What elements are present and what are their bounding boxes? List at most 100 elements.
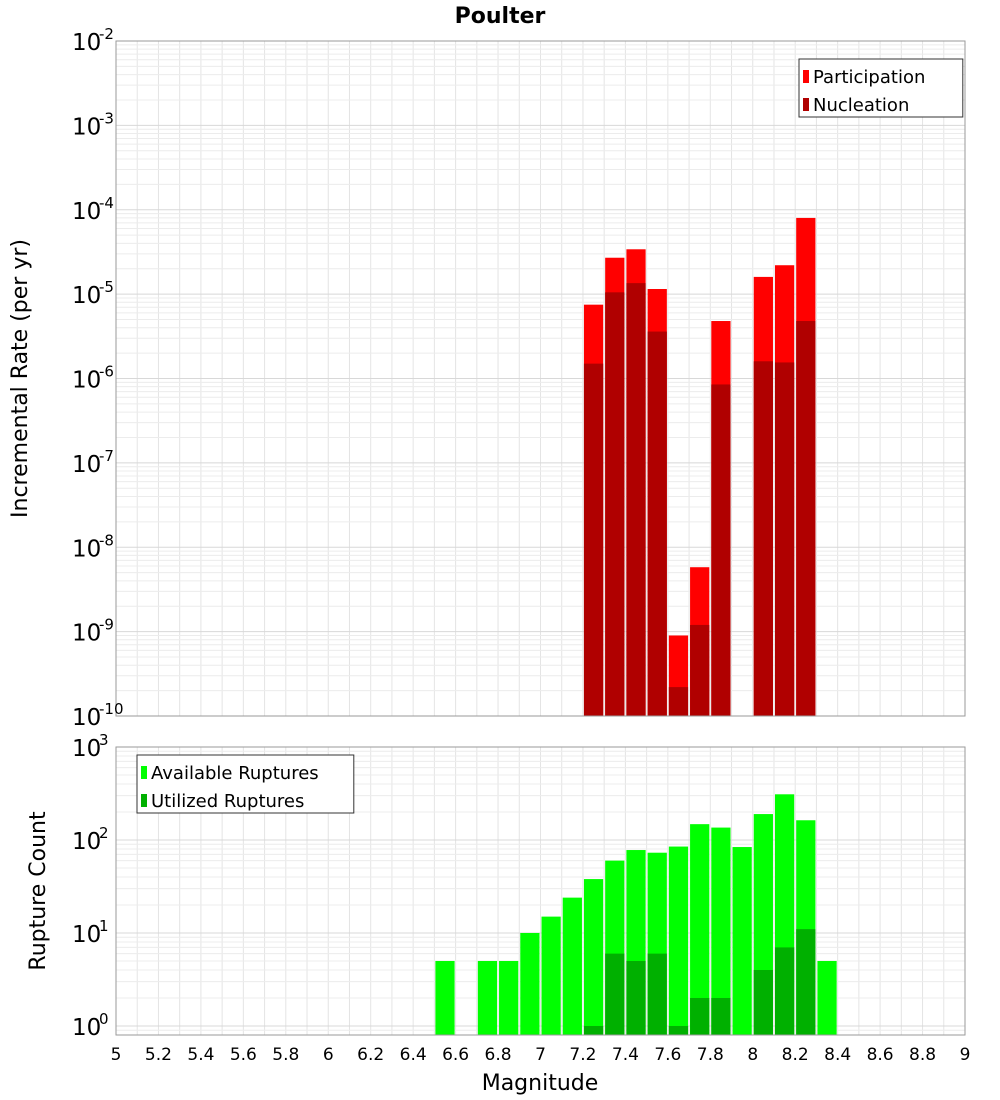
y-tick-base: 10 — [72, 621, 101, 647]
y-tick-label: 101 — [72, 917, 109, 948]
x-tick-label: 6.4 — [400, 1045, 427, 1065]
x-tick-labels: 5 5.2 5.4 5.6 5.8 6 6.2 6.4 6.6 6.8 7 7.2 7.4 7.6 7.8 8… — [111, 1045, 971, 1065]
x-tick-label: 5.8 — [272, 1045, 299, 1065]
plot-frame — [115, 40, 966, 717]
x-tick-label: 5.2 — [145, 1045, 172, 1065]
y-tick-base: 10 — [72, 705, 101, 731]
bar-primary — [499, 960, 519, 1035]
y-axis-label: Incremental Rate (per yr) — [8, 239, 33, 518]
y-tick-label: 102 — [72, 824, 109, 855]
x-tick-label: 6.8 — [485, 1045, 512, 1065]
y-tick-exponent: -6 — [99, 363, 114, 381]
x-tick-label: 5 — [111, 1045, 122, 1065]
y-tick-exponent: 2 — [99, 824, 109, 842]
y-tick-label: 10-9 — [72, 616, 114, 647]
y-tick-exponent: 0 — [99, 1010, 109, 1028]
legend: Participation Nucleation — [798, 58, 964, 118]
y-tick-label: 10-10 — [72, 700, 124, 731]
bar-secondary — [605, 953, 625, 1035]
y-tick-base: 10 — [72, 922, 101, 948]
y-tick-base: 10 — [72, 536, 101, 562]
y-tick-base: 10 — [72, 199, 101, 225]
chart-title: Poulter — [455, 4, 546, 29]
top-panel-rate: 10-210-310-410-510-610-710-810-910-10Inc… — [8, 25, 966, 731]
y-tick-exponent: 3 — [99, 731, 109, 749]
x-tick-label: 7.4 — [612, 1045, 639, 1065]
bar-secondary — [668, 687, 689, 716]
x-tick-label: 8.8 — [909, 1045, 936, 1065]
y-tick-label: 10-8 — [72, 531, 114, 562]
legend-swatch — [803, 98, 809, 111]
plot-frame — [115, 746, 966, 1036]
legend-label: Utilized Ruptures — [151, 791, 304, 812]
y-tick-exponent: -7 — [99, 447, 114, 465]
y-tick-label: 10-7 — [72, 447, 114, 478]
y-tick-exponent: -4 — [99, 194, 114, 212]
grid — [115, 40, 966, 717]
y-tick-exponent: -5 — [99, 278, 114, 296]
legend-label: Available Ruptures — [151, 763, 319, 784]
y-tick-label: 10-2 — [72, 25, 114, 56]
bar-primary — [817, 960, 837, 1035]
bar-secondary — [605, 292, 625, 716]
y-tick-label: 10-6 — [72, 363, 114, 394]
bar-secondary — [690, 997, 710, 1035]
y-tick-exponent: -9 — [99, 616, 114, 634]
legend-box — [136, 754, 355, 814]
bar-primary — [668, 846, 689, 1035]
bar-primary — [690, 824, 710, 1035]
y-tick-base: 10 — [72, 736, 101, 762]
y-tick-label: 10-4 — [72, 194, 114, 225]
x-tick-label: 7.6 — [654, 1045, 681, 1065]
bar-secondary — [774, 947, 795, 1035]
x-tick-label: 5.6 — [230, 1045, 257, 1065]
bar-primary — [435, 960, 455, 1035]
legend-swatch — [141, 794, 147, 807]
bar-secondary — [753, 361, 773, 716]
legend-box — [798, 58, 964, 118]
bar-primary — [477, 960, 498, 1035]
y-tick-exponent: 1 — [99, 917, 109, 935]
bar-secondary — [796, 929, 816, 1035]
y-tick-label: 100 — [72, 1010, 109, 1041]
legend-label: Participation — [813, 67, 925, 88]
legend-swatch — [803, 70, 809, 83]
bar-primary — [711, 827, 731, 1035]
x-tick-label: 8 — [747, 1045, 758, 1065]
bar-secondary — [711, 384, 731, 716]
x-tick-label: 7 — [535, 1045, 546, 1065]
bar-primary — [583, 879, 604, 1035]
y-tick-exponent: -2 — [99, 25, 114, 43]
x-tick-label: 6.6 — [442, 1045, 469, 1065]
x-tick-label: 9 — [960, 1045, 971, 1065]
y-tick-base: 10 — [72, 114, 101, 140]
x-axis-label: Magnitude — [482, 1071, 599, 1096]
x-tick-label: 8.4 — [824, 1045, 851, 1065]
bars — [435, 794, 837, 1035]
y-tick-exponent: -8 — [99, 531, 114, 549]
legend-label: Nucleation — [813, 95, 909, 116]
bar-primary — [520, 932, 540, 1035]
x-tick-label: 8.6 — [867, 1045, 894, 1065]
bar-primary — [541, 916, 561, 1035]
y-tick-exponent: -10 — [99, 700, 124, 718]
bar-secondary — [647, 331, 667, 716]
bar-secondary — [647, 953, 667, 1035]
y-tick-label: 103 — [72, 731, 109, 762]
y-tick-exponent: -3 — [99, 109, 114, 127]
y-tick-label: 10-5 — [72, 278, 114, 309]
legend: Available Ruptures Utilized Ruptures — [136, 754, 355, 814]
bar-secondary — [774, 362, 795, 716]
y-tick-label: 10-3 — [72, 109, 114, 140]
bar-secondary — [668, 1025, 689, 1035]
y-axis-label: Rupture Count — [26, 811, 51, 971]
bar-secondary — [583, 363, 604, 716]
bar-secondary — [711, 997, 731, 1035]
bar-primary — [562, 897, 582, 1035]
bar-secondary — [753, 969, 773, 1035]
bar-primary — [732, 847, 752, 1035]
bar-secondary — [626, 283, 646, 716]
x-tick-label: 6 — [323, 1045, 334, 1065]
